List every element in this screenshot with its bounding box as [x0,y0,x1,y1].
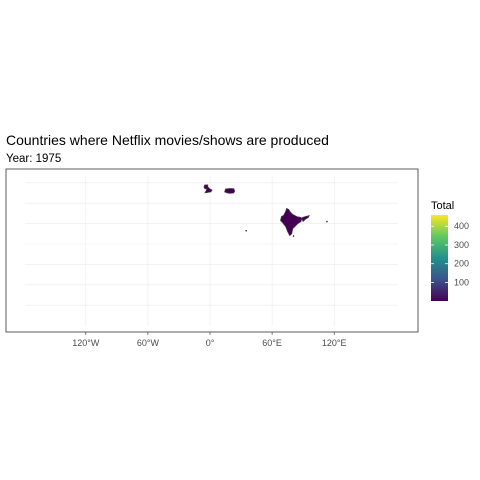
country-india [280,207,310,237]
country-speck [245,229,248,232]
legend: Total 100 200 300 400 [431,200,469,301]
country-poland [224,188,236,194]
x-axis: 120°W 60°W 0° 60°E 120°E [72,332,347,348]
plot-panel [5,168,419,333]
legend-tick-label: 200 [454,259,469,269]
legend-ticks: 100 200 300 400 [431,221,469,287]
countries-layer [203,184,328,237]
x-tick-label: 120°E [322,338,347,348]
x-tick-label: 60°W [137,338,160,348]
gridlines [25,176,398,326]
chart-subtitle: Year: 1975 [6,153,61,165]
legend-tick-label: 100 [454,277,469,287]
x-tick-label: 0° [206,338,215,348]
country-speck [292,235,295,237]
legend-tick-label: 400 [454,221,469,231]
legend-title: Total [431,200,454,212]
x-tick-label: 120°W [72,338,100,348]
legend-colorbar [431,215,448,301]
x-tick-label: 60°E [262,338,282,348]
legend-tick-label: 300 [454,240,469,250]
country-speck [326,220,328,223]
chart-title: Countries where Netflix movies/shows are… [6,132,329,148]
country-united-kingdom [203,184,213,194]
